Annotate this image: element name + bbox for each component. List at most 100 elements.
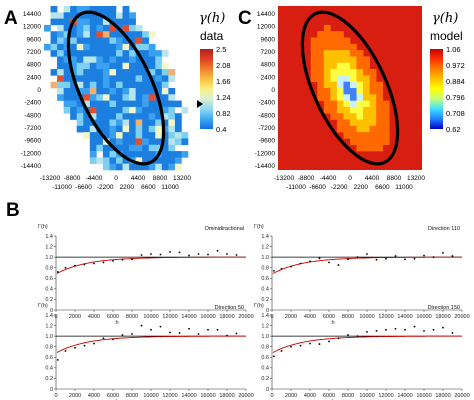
x-tick-label: 8000: [126, 393, 138, 399]
heat-cell: [122, 138, 130, 146]
heat-cell: [135, 62, 143, 70]
heat-cell: [116, 56, 123, 64]
x-axis-label: h: [331, 320, 334, 326]
heat-cell: [44, 24, 51, 32]
data-point: [432, 328, 435, 331]
heat-cell: [148, 100, 156, 108]
heat-cell: [44, 43, 51, 51]
heat-cell: [102, 43, 110, 51]
data-point: [226, 253, 228, 255]
colorbar-c-label: model: [430, 29, 463, 43]
heat-cell: [63, 50, 71, 57]
heat-cell: [317, 56, 325, 64]
heat-cell: [350, 69, 357, 76]
heat-cell: [89, 69, 97, 76]
y-tick-label: 14400: [257, 11, 275, 18]
heat-cell: [330, 75, 338, 82]
data-point: [347, 334, 349, 336]
heat-cell: [122, 144, 130, 152]
heat-cell: [350, 125, 357, 133]
heat-cell: [102, 75, 110, 82]
heat-cell: [323, 94, 331, 101]
heat-cell: [57, 24, 64, 32]
x-tick-label: 0: [348, 175, 352, 182]
heat-cell: [330, 43, 338, 51]
x-axis-label: h: [115, 320, 118, 326]
heat-cell: [155, 75, 163, 82]
data-point: [207, 253, 209, 256]
heat-cell: [330, 100, 338, 108]
y-tick-label: 1.4: [45, 313, 53, 319]
heat-cell: [369, 119, 377, 127]
heat-cell: [122, 125, 130, 133]
heat-cell: [122, 157, 130, 164]
colorbar-a-symbol: γ(h): [199, 11, 225, 26]
heat-cell: [155, 88, 163, 95]
heat-cell: [102, 62, 110, 70]
heat-cell: [382, 113, 390, 120]
heat-cell: [336, 125, 344, 133]
y-tick-label: -4800: [258, 112, 275, 119]
heat-cell: [116, 100, 123, 108]
heat-cell: [63, 100, 71, 108]
x-tick-label: -4400: [86, 175, 103, 182]
heat-cell: [356, 138, 364, 146]
x-tick-label: 4000: [304, 393, 316, 399]
heat-cell: [122, 56, 130, 64]
heat-cell: [343, 100, 351, 108]
y-tick-label: 2400: [27, 74, 42, 81]
heat-cell: [336, 62, 344, 70]
x-tick-label: 16000: [416, 393, 431, 399]
heat-cell: [96, 24, 104, 32]
heat-cell: [83, 50, 91, 57]
heat-cell: [317, 62, 325, 70]
heat-cell: [89, 125, 97, 133]
y-tick-label: 0: [50, 387, 53, 393]
heat-cell: [135, 144, 143, 152]
heat-cell: [174, 157, 182, 164]
x-tick-label: -11000: [286, 184, 306, 191]
data-point: [299, 262, 302, 265]
heat-cell: [70, 50, 78, 57]
y-tick-label: 0.8: [261, 266, 269, 272]
data-point: [121, 334, 124, 336]
x-tick-label: 10000: [143, 314, 158, 320]
heat-cell: [148, 138, 156, 146]
heat-cell: [109, 24, 117, 32]
heat-cell: [330, 50, 338, 57]
heat-cell: [330, 81, 338, 89]
heat-cell: [369, 94, 377, 101]
x-tick-label: 16000: [200, 314, 215, 320]
x-tick-label: -8800: [298, 175, 315, 182]
heat-cell: [350, 113, 357, 120]
heat-cell: [70, 106, 78, 114]
x-tick-label: -4400: [320, 175, 337, 182]
data-point: [178, 332, 181, 334]
heat-cell: [135, 56, 143, 64]
heat-cell: [155, 69, 163, 76]
heat-cell: [142, 163, 150, 171]
heat-cell: [57, 75, 64, 82]
heat-cell: [376, 138, 384, 146]
heat-cell: [96, 100, 104, 108]
heat-cell: [116, 163, 123, 171]
heat-cell: [76, 119, 84, 127]
heat-cell: [89, 132, 97, 139]
heat-cell: [63, 12, 71, 19]
heat-cell: [109, 37, 117, 45]
heat-cell: [70, 94, 78, 101]
data-point: [375, 258, 378, 261]
data-point: [102, 337, 105, 340]
x-tick-label: 16000: [416, 314, 431, 320]
heat-cell: [57, 62, 64, 70]
heat-cell: [89, 151, 97, 158]
heat-cell: [142, 50, 150, 57]
heat-cell: [89, 75, 97, 82]
heat-cell: [129, 81, 136, 89]
heat-cell: [89, 56, 97, 64]
y-tick-label: -2400: [258, 100, 275, 107]
x-tick-label: 6000: [323, 314, 335, 320]
heat-cell: [129, 119, 136, 127]
heat-cell: [122, 37, 130, 45]
heat-cell: [363, 62, 370, 70]
